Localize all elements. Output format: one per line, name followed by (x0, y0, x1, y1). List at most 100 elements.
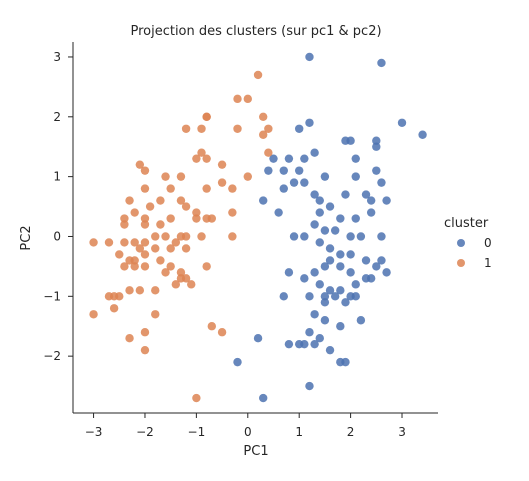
scatter-point-cluster-1 (181, 124, 191, 133)
scatter-point-cluster-1 (120, 262, 129, 271)
scatter-point-cluster-0 (320, 172, 330, 181)
scatter-point-cluster-0 (289, 232, 299, 241)
scatter-point-cluster-1 (166, 184, 175, 193)
scatter-point-cluster-1 (104, 238, 114, 247)
scatter-point-cluster-0 (346, 232, 355, 241)
scatter-point-cluster-0 (336, 286, 345, 295)
scatter-point-cluster-0 (305, 381, 314, 391)
scatter-point-cluster-0 (274, 208, 283, 217)
scatter-point-cluster-0 (315, 334, 324, 343)
scatter-point-cluster-1 (202, 112, 211, 121)
x-tick-label: 1 (295, 425, 303, 439)
scatter-point-cluster-0 (325, 244, 335, 253)
scatter-point-cluster-0 (269, 154, 278, 163)
y-tick-label: 1 (53, 170, 61, 184)
scatter-point-cluster-1 (197, 124, 206, 133)
scatter-point-cluster-1 (140, 238, 150, 247)
scatter-point-cluster-0 (356, 316, 366, 325)
scatter-point-cluster-1 (140, 166, 150, 175)
scatter-point-cluster-1 (130, 256, 139, 265)
scatter-point-cluster-0 (361, 190, 371, 199)
scatter-point-cluster-0 (305, 292, 314, 301)
scatter-point-cluster-1 (151, 232, 160, 241)
scatter-point-cluster-0 (351, 280, 360, 289)
scatter-point-cluster-0 (305, 118, 314, 127)
scatter-point-cluster-0 (315, 208, 324, 217)
scatter-point-cluster-1 (151, 286, 160, 295)
scatter-point-cluster-0 (336, 214, 345, 223)
scatter-point-cluster-0 (310, 148, 319, 157)
scatter-point-cluster-1 (166, 214, 175, 223)
scatter-point-cluster-1 (181, 274, 191, 283)
scatter-point-cluster-0 (320, 292, 330, 301)
scatter-point-cluster-0 (233, 357, 242, 367)
scatter-point-cluster-1 (120, 220, 129, 229)
scatter-point-cluster-1 (181, 202, 191, 211)
scatter-point-cluster-1 (207, 322, 217, 331)
scatter-point-cluster-1 (207, 214, 217, 223)
scatter-point-cluster-1 (156, 256, 165, 265)
scatter-point-cluster-1 (197, 148, 206, 157)
scatter-point-cluster-1 (192, 214, 201, 223)
scatter-point-cluster-0 (315, 196, 324, 205)
scatter-point-cluster-1 (253, 70, 263, 80)
scatter-point-cluster-0 (382, 268, 391, 277)
scatter-point-cluster-1 (125, 196, 134, 205)
scatter-point-cluster-0 (377, 58, 386, 68)
y-tick-label: 3 (53, 50, 61, 64)
scatter-point-cluster-1 (233, 124, 242, 133)
scatter-point-cluster-1 (217, 178, 227, 187)
scatter-point-cluster-1 (243, 172, 252, 181)
scatter-point-cluster-0 (351, 292, 360, 301)
scatter-point-cluster-0 (259, 196, 268, 205)
scatter-point-cluster-1 (161, 268, 170, 277)
scatter-point-cluster-0 (325, 256, 335, 265)
scatter-point-cluster-0 (377, 256, 386, 265)
scatter-point-cluster-0 (330, 292, 340, 301)
legend-title: cluster (444, 216, 489, 231)
scatter-point-cluster-0 (320, 262, 330, 271)
scatter-point-cluster-1 (115, 250, 124, 259)
scatter-point-cluster-0 (320, 298, 330, 307)
y-tick-label: −1 (43, 289, 61, 303)
legend-marker-1 (457, 259, 465, 267)
scatter-point-cluster-1 (140, 220, 150, 229)
scatter-point-cluster-0 (346, 250, 355, 259)
scatter-point-cluster-0 (279, 184, 288, 193)
scatter-point-cluster-1 (166, 244, 175, 253)
scatter-point-cluster-0 (351, 154, 360, 163)
scatter-point-cluster-1 (192, 208, 201, 217)
scatter-point-cluster-1 (135, 244, 145, 253)
scatter-point-cluster-1 (228, 184, 237, 193)
scatter-point-cluster-1 (135, 286, 145, 295)
scatter-point-cluster-1 (125, 286, 134, 295)
scatter-point-cluster-1 (161, 172, 170, 181)
scatter-point-cluster-0 (351, 214, 360, 223)
scatter-point-cluster-0 (351, 172, 360, 181)
scatter-point-cluster-0 (300, 274, 309, 283)
scatter-point-cluster-0 (315, 238, 324, 247)
scatter-point-cluster-1 (140, 250, 150, 259)
scatter-point-cluster-1 (104, 292, 114, 301)
scatter-point-cluster-1 (89, 238, 98, 247)
scatter-point-cluster-0 (330, 226, 340, 235)
scatter-point-cluster-0 (397, 118, 407, 127)
scatter-point-cluster-1 (120, 214, 129, 223)
scatter-point-cluster-1 (197, 232, 206, 241)
scatter-point-cluster-1 (130, 262, 139, 271)
scatter-point-cluster-1 (202, 154, 211, 163)
scatter-point-cluster-1 (140, 184, 150, 193)
scatter-point-cluster-1 (192, 393, 201, 403)
scatter-point-cluster-1 (145, 202, 155, 211)
scatter-point-cluster-1 (264, 124, 273, 133)
scatter-point-cluster-1 (156, 196, 165, 205)
scatter-point-cluster-1 (233, 94, 242, 104)
scatter-point-cluster-0 (341, 190, 350, 199)
scatter-point-cluster-0 (300, 154, 309, 163)
scatter-point-cluster-0 (336, 250, 345, 259)
scatter-point-cluster-1 (171, 280, 181, 289)
scatter-point-cluster-1 (171, 238, 181, 247)
scatter-point-cluster-0 (300, 232, 309, 241)
scatter-point-cluster-0 (300, 178, 309, 187)
scatter-point-cluster-0 (366, 196, 376, 205)
